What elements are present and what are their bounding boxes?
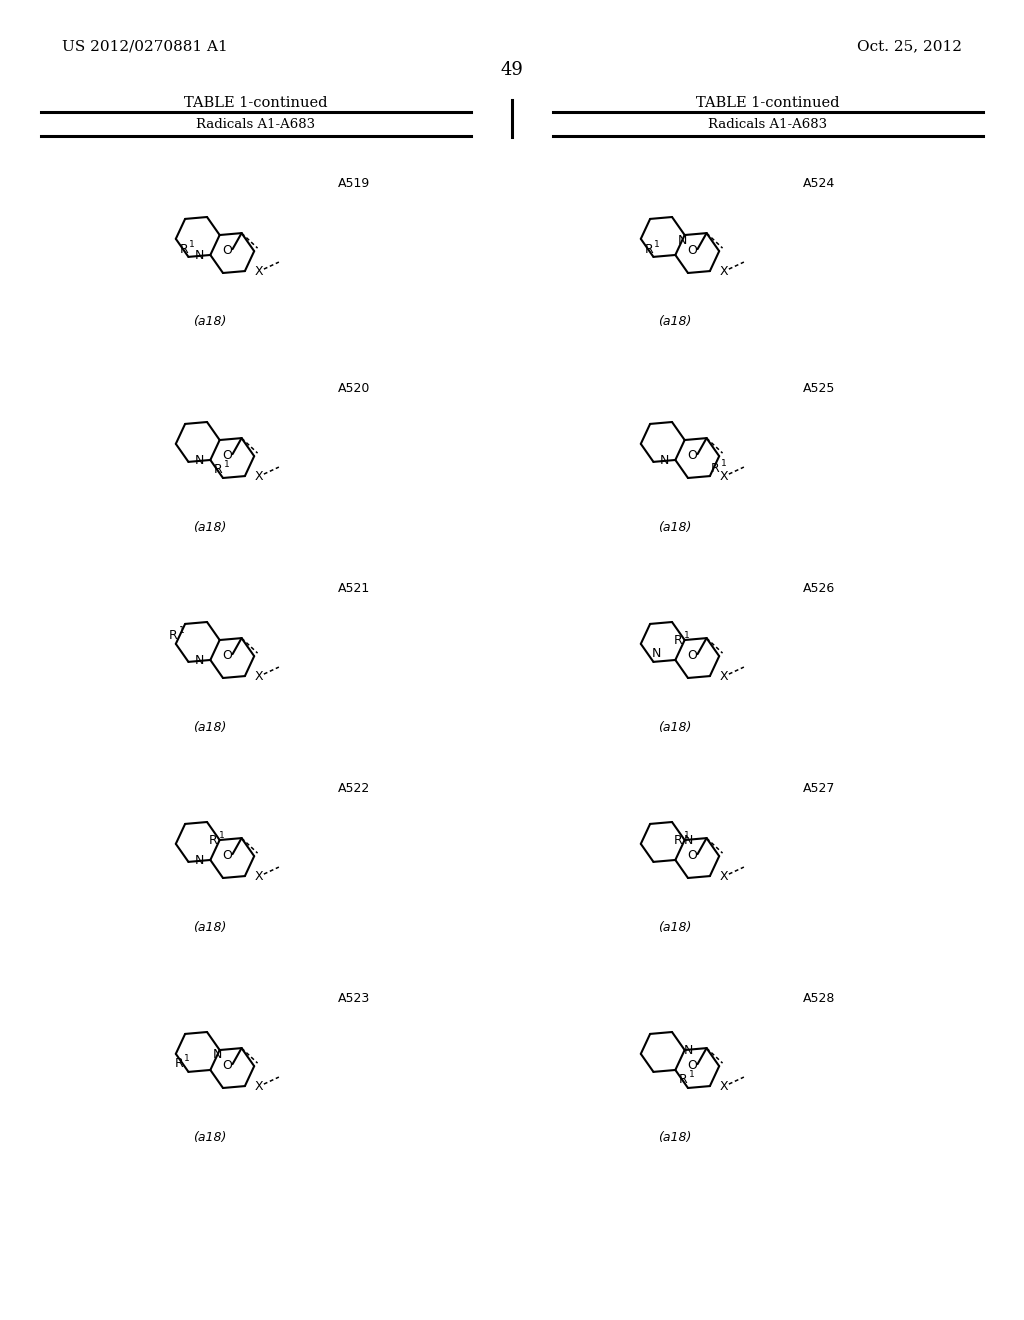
Text: (a18): (a18) bbox=[658, 315, 691, 329]
Text: O: O bbox=[688, 244, 697, 256]
Text: 1: 1 bbox=[189, 240, 196, 249]
Text: 1: 1 bbox=[684, 830, 689, 840]
Text: R: R bbox=[674, 634, 683, 647]
Text: (a18): (a18) bbox=[658, 920, 691, 933]
Text: O: O bbox=[688, 449, 697, 462]
Text: N: N bbox=[195, 249, 204, 263]
Text: R: R bbox=[674, 833, 683, 846]
Text: R: R bbox=[209, 833, 218, 846]
Text: 1: 1 bbox=[224, 461, 229, 470]
Text: O: O bbox=[688, 648, 697, 661]
Text: A521: A521 bbox=[338, 582, 370, 595]
Text: X: X bbox=[255, 1080, 263, 1093]
Text: O: O bbox=[688, 1059, 697, 1072]
Text: A523: A523 bbox=[338, 991, 370, 1005]
Text: Radicals A1-A683: Radicals A1-A683 bbox=[197, 119, 315, 132]
Text: R: R bbox=[169, 630, 178, 643]
Text: A528: A528 bbox=[803, 991, 835, 1005]
Text: (a18): (a18) bbox=[194, 721, 226, 734]
Text: 1: 1 bbox=[179, 627, 184, 635]
Text: O: O bbox=[222, 1059, 232, 1072]
Text: A524: A524 bbox=[803, 177, 835, 190]
Text: N: N bbox=[651, 647, 662, 660]
Text: R: R bbox=[179, 243, 188, 256]
Text: N: N bbox=[195, 454, 204, 467]
Text: Oct. 25, 2012: Oct. 25, 2012 bbox=[857, 40, 962, 53]
Text: A520: A520 bbox=[338, 381, 370, 395]
Text: 1: 1 bbox=[721, 458, 727, 467]
Text: A526: A526 bbox=[803, 582, 835, 595]
Text: O: O bbox=[222, 449, 232, 462]
Text: X: X bbox=[255, 470, 263, 483]
Text: R: R bbox=[711, 462, 720, 475]
Text: X: X bbox=[720, 470, 728, 483]
Text: N: N bbox=[684, 833, 693, 846]
Text: (a18): (a18) bbox=[194, 1130, 226, 1143]
Text: N: N bbox=[684, 1044, 693, 1056]
Text: R: R bbox=[175, 1057, 183, 1071]
Text: (a18): (a18) bbox=[194, 520, 226, 533]
Text: (a18): (a18) bbox=[658, 1130, 691, 1143]
Text: TABLE 1-continued: TABLE 1-continued bbox=[184, 96, 328, 110]
Text: A519: A519 bbox=[338, 177, 370, 190]
Text: X: X bbox=[255, 264, 263, 277]
Text: 1: 1 bbox=[184, 1055, 190, 1064]
Text: O: O bbox=[688, 849, 697, 862]
Text: R: R bbox=[214, 463, 223, 477]
Text: X: X bbox=[720, 669, 728, 682]
Text: (a18): (a18) bbox=[194, 315, 226, 329]
Text: N: N bbox=[195, 655, 204, 668]
Text: 1: 1 bbox=[654, 240, 660, 249]
Text: X: X bbox=[255, 870, 263, 883]
Text: N: N bbox=[678, 234, 687, 247]
Text: 1: 1 bbox=[684, 631, 689, 639]
Text: O: O bbox=[222, 244, 232, 256]
Text: 1: 1 bbox=[219, 830, 224, 840]
Text: A527: A527 bbox=[803, 781, 835, 795]
Text: X: X bbox=[720, 264, 728, 277]
Text: R: R bbox=[645, 243, 653, 256]
Text: A525: A525 bbox=[803, 381, 835, 395]
Text: O: O bbox=[222, 648, 232, 661]
Text: Radicals A1-A683: Radicals A1-A683 bbox=[709, 119, 827, 132]
Text: (a18): (a18) bbox=[658, 520, 691, 533]
Text: N: N bbox=[195, 854, 204, 867]
Text: N: N bbox=[659, 454, 669, 467]
Text: X: X bbox=[720, 1080, 728, 1093]
Text: N: N bbox=[213, 1048, 222, 1060]
Text: X: X bbox=[255, 669, 263, 682]
Text: O: O bbox=[222, 849, 232, 862]
Text: R: R bbox=[679, 1073, 688, 1086]
Text: (a18): (a18) bbox=[194, 920, 226, 933]
Text: TABLE 1-continued: TABLE 1-continued bbox=[696, 96, 840, 110]
Text: 49: 49 bbox=[501, 61, 523, 79]
Text: (a18): (a18) bbox=[658, 721, 691, 734]
Text: X: X bbox=[720, 870, 728, 883]
Text: US 2012/0270881 A1: US 2012/0270881 A1 bbox=[62, 40, 227, 53]
Text: 1: 1 bbox=[689, 1071, 694, 1080]
Text: A522: A522 bbox=[338, 781, 370, 795]
